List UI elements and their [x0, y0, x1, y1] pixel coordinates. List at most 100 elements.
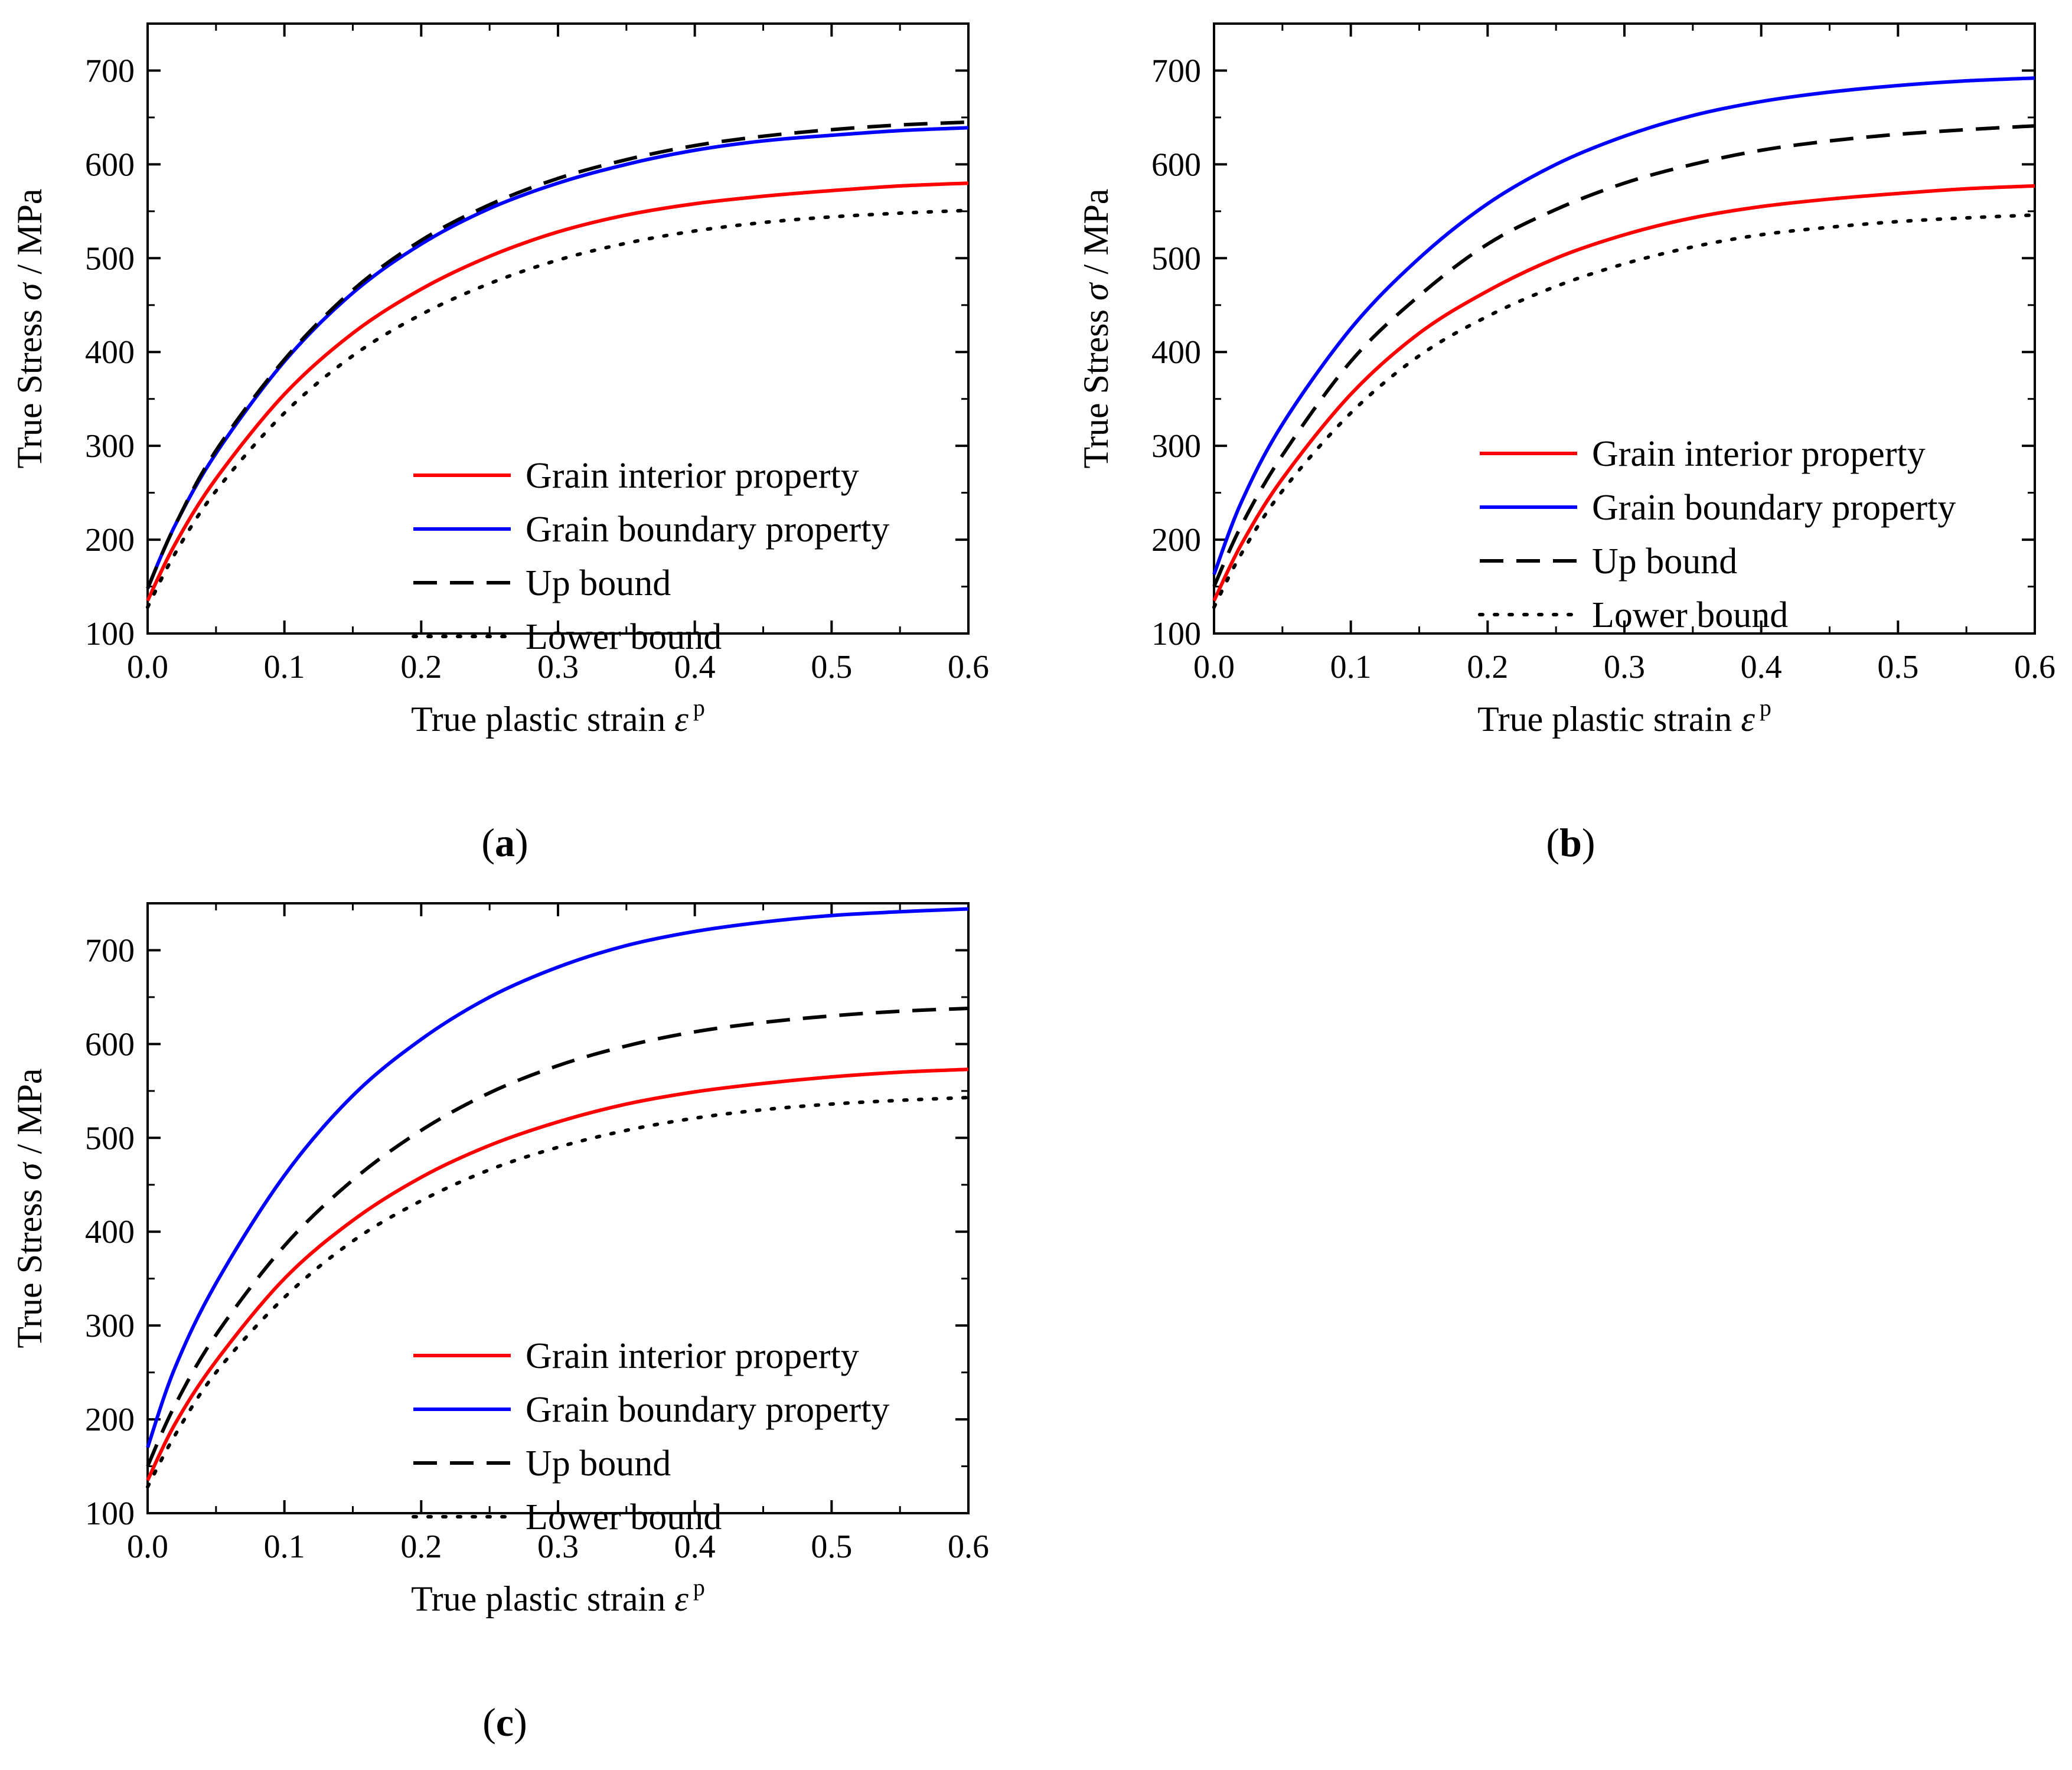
- series-line-lower-bound: [1212, 213, 2037, 609]
- chart-panel-c: 0.0 0.1 0.2 0.3 0.4 0.5 0.6 100 200 300 400 500 600 7…: [10, 902, 989, 1745]
- y-tick-label: 600: [85, 1026, 135, 1063]
- x-tick-label: 0.3: [537, 649, 579, 685]
- series-line-lower-bound: [146, 208, 970, 609]
- y-axis-label: True Stress σ / MPa: [10, 1068, 49, 1348]
- chart-panel-b: 0.0 0.1 0.2 0.3 0.4 0.5 0.6 100 200 300 400 500 600 7…: [1076, 22, 2055, 865]
- y-axis-label-text: True Stress: [1076, 301, 1115, 469]
- y-tick-label: 100: [1151, 616, 1201, 652]
- series-line-up-bound: [146, 1007, 969, 1467]
- y-tick-label: 400: [85, 1214, 135, 1250]
- y-tick-label: 500: [85, 240, 135, 277]
- x-tick-label: 0.0: [127, 649, 168, 685]
- y-axis-label-text: True Stress: [10, 1180, 49, 1348]
- y-tick-label: 500: [85, 1120, 135, 1157]
- series-line-lower-bound: [146, 1096, 970, 1489]
- panel-caption: (b): [1546, 820, 1595, 865]
- series-line-grain-boundary-property: [1212, 76, 2035, 575]
- y-tick-label: 200: [85, 1402, 135, 1438]
- x-axis-label-text: True plastic strain: [411, 700, 674, 739]
- y-axis-symbol: σ: [10, 282, 49, 301]
- legend-label: Lower bound: [526, 1497, 722, 1537]
- x-tick-label: 0.3: [1604, 649, 1645, 685]
- x-tick-label: 0.3: [537, 1529, 579, 1565]
- y-tick-label: 700: [85, 932, 135, 969]
- y-tick-label: 200: [1151, 522, 1201, 559]
- x-axis-symbol: ε: [1741, 700, 1755, 739]
- x-axis-superscript: p: [693, 694, 705, 721]
- panel-caption: (a): [481, 820, 528, 865]
- x-tick-label: 0.6: [2014, 649, 2055, 685]
- panel-caption-letter: a: [495, 820, 515, 865]
- y-tick-label: 300: [1151, 428, 1201, 465]
- x-tick-label: 0.0: [127, 1529, 168, 1565]
- x-tick-label: 0.1: [1330, 649, 1372, 685]
- legend-label: Lower bound: [1592, 595, 1788, 635]
- legend: Grain interior property Grain boundary pr…: [1478, 434, 1956, 635]
- y-axis-label: True Stress σ / MPa: [1076, 188, 1115, 468]
- legend-label: Grain boundary property: [1592, 488, 1956, 528]
- x-tick-label: 0.6: [948, 649, 989, 685]
- x-axis-label-text: True plastic strain: [1477, 700, 1741, 739]
- x-tick-label: 0.0: [1193, 649, 1235, 685]
- x-axis-symbol: ε: [674, 1579, 689, 1618]
- x-tick-label: 0.2: [400, 649, 442, 685]
- x-tick-label: 0.6: [948, 1529, 989, 1565]
- series-line-grain-interior-property: [146, 1067, 969, 1481]
- legend-label: Grain interior property: [1592, 434, 1926, 474]
- legend-label: Up bound: [1592, 541, 1737, 582]
- x-tick-label: 0.1: [264, 649, 305, 685]
- x-tick-label: 0.2: [400, 1529, 442, 1565]
- y-tick-label: 400: [1151, 334, 1201, 371]
- panel-caption: (c): [482, 1700, 527, 1745]
- series-line-grain-interior-property: [146, 181, 969, 602]
- y-axis-label: True Stress σ / MPa: [10, 188, 49, 468]
- x-tick-label: 0.2: [1467, 649, 1508, 685]
- x-tick-label: 0.4: [674, 1529, 716, 1565]
- y-tick-label: 700: [85, 53, 135, 89]
- series-line-grain-boundary-property: [146, 907, 969, 1448]
- y-tick-label: 200: [85, 522, 135, 559]
- y-tick-label: 700: [1151, 53, 1201, 89]
- x-tick-label: 0.5: [811, 1529, 852, 1565]
- x-tick-label: 0.5: [1877, 649, 1918, 685]
- y-axis-symbol: σ: [1076, 282, 1115, 301]
- y-axis-unit: / MPa: [1076, 188, 1115, 283]
- legend-label: Grain boundary property: [526, 1390, 889, 1430]
- series-line-grain-interior-property: [1212, 184, 2035, 602]
- x-tick-label: 0.1: [264, 1529, 305, 1565]
- y-tick-label: 400: [85, 334, 135, 371]
- y-tick-label: 600: [1151, 146, 1201, 183]
- y-axis-symbol: σ: [10, 1161, 49, 1180]
- chart-panel-a: 0.0 0.1 0.2 0.3 0.4 0.5 0.6 100 200 300 400 500 600 7…: [10, 22, 989, 865]
- x-axis-symbol: ε: [674, 700, 689, 739]
- x-tick-label: 0.4: [1741, 649, 1782, 685]
- x-tick-label: 0.5: [811, 649, 852, 685]
- y-tick-label: 300: [85, 428, 135, 465]
- y-tick-label: 100: [85, 616, 135, 652]
- legend-label: Grain interior property: [526, 1336, 859, 1376]
- panel-caption-letter: c: [496, 1700, 514, 1745]
- legend: Grain interior property Grain boundary pr…: [412, 456, 889, 657]
- x-axis-label-text: True plastic strain: [411, 1579, 674, 1618]
- y-tick-label: 100: [85, 1495, 135, 1532]
- legend-label: Grain boundary property: [526, 510, 889, 550]
- legend-label: Up bound: [526, 563, 671, 603]
- y-axis-label-text: True Stress: [10, 301, 49, 469]
- y-tick-label: 500: [1151, 240, 1201, 277]
- legend: Grain interior property Grain boundary pr…: [412, 1336, 889, 1537]
- y-tick-label: 600: [85, 146, 135, 183]
- series-line-up-bound: [146, 120, 969, 589]
- y-axis-unit: / MPa: [10, 1068, 49, 1162]
- y-tick-label: 300: [85, 1308, 135, 1344]
- series-line-up-bound: [1212, 124, 2035, 587]
- x-axis-superscript: p: [1760, 694, 1771, 721]
- x-tick-label: 0.4: [674, 649, 716, 685]
- panel-caption-letter: b: [1559, 820, 1582, 865]
- legend-label: Lower bound: [526, 617, 722, 657]
- legend-label: Up bound: [526, 1444, 671, 1484]
- y-axis-unit: / MPa: [10, 188, 49, 283]
